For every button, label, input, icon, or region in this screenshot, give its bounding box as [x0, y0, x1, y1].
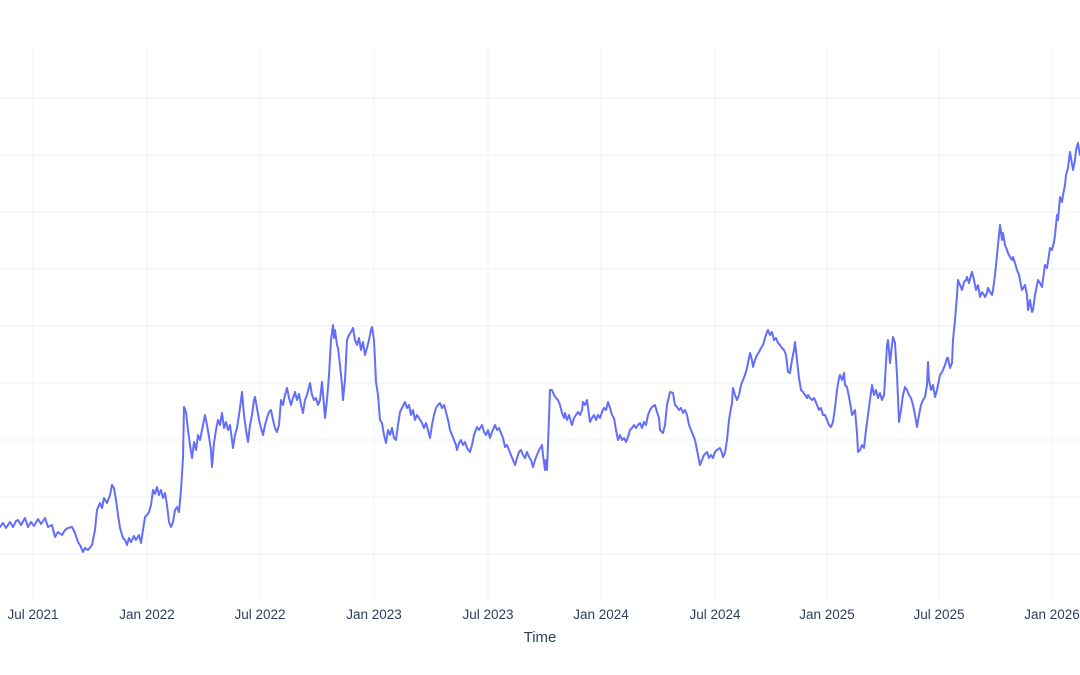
- x-tick-label: Jul 2021: [7, 607, 58, 622]
- line-series: [0, 142, 1080, 553]
- x-tick-label: Jul 2022: [234, 607, 285, 622]
- x-tick-label: Jan 2022: [119, 607, 175, 622]
- x-tick-label: Jan 2024: [573, 607, 629, 622]
- x-tick-label: Jul 2025: [913, 607, 964, 622]
- x-tick-label: Jul 2024: [689, 607, 741, 622]
- x-tick-label: Jan 2023: [346, 607, 402, 622]
- x-tick-label: Jan 2026: [1024, 607, 1080, 622]
- x-tick-label: Jan 2025: [799, 607, 855, 622]
- x-axis-title: Time: [523, 629, 557, 646]
- gridlines: [0, 49, 1080, 600]
- x-axis-tick-labels: Jul 2021 Jan 2022 Jul 2022 Jan 2023 Jul 2023…: [7, 607, 1079, 622]
- x-tick-label: Jul 2023: [462, 607, 513, 622]
